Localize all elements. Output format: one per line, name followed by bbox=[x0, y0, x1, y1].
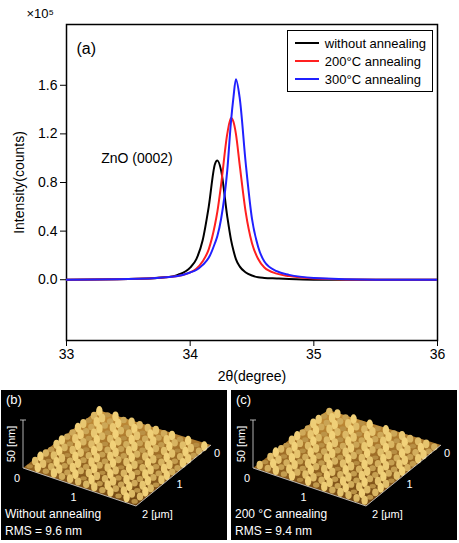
svg-text:35: 35 bbox=[306, 346, 322, 362]
svg-text:Without annealing: Without annealing bbox=[5, 507, 101, 521]
svg-text:1: 1 bbox=[300, 491, 306, 503]
svg-text:(a): (a) bbox=[77, 40, 97, 57]
html-text:200°C annealing: 200°C annealing bbox=[324, 53, 422, 69]
svg-text:ZnO (0002): ZnO (0002) bbox=[101, 150, 173, 166]
svg-text:0.8: 0.8 bbox=[38, 174, 58, 190]
svg-text:(b): (b) bbox=[6, 392, 22, 407]
svg-text:1.6: 1.6 bbox=[38, 77, 58, 93]
svg-text:Intensity(counts): Intensity(counts) bbox=[11, 131, 27, 234]
svg-text:34: 34 bbox=[182, 346, 198, 362]
svg-text:2θ(degree): 2θ(degree) bbox=[218, 368, 287, 384]
svg-text:0.0: 0.0 bbox=[38, 271, 58, 287]
svg-text:1: 1 bbox=[70, 491, 76, 503]
svg-text:50 [nm]: 50 [nm] bbox=[5, 426, 17, 463]
svg-text:33: 33 bbox=[59, 346, 75, 362]
svg-text:0: 0 bbox=[444, 447, 450, 459]
svg-text:0: 0 bbox=[14, 472, 20, 484]
svg-text:1.2: 1.2 bbox=[38, 125, 58, 141]
svg-text:1: 1 bbox=[176, 478, 182, 490]
svg-text:36: 36 bbox=[430, 346, 446, 362]
svg-text:0: 0 bbox=[244, 472, 250, 484]
svg-text:0.4: 0.4 bbox=[38, 223, 58, 239]
svg-text:50 [nm]: 50 [nm] bbox=[235, 426, 247, 463]
svg-text:1: 1 bbox=[406, 478, 412, 490]
svg-text:RMS = 9.4 nm: RMS = 9.4 nm bbox=[235, 524, 312, 538]
svg-text:×10⁵: ×10⁵ bbox=[27, 6, 54, 21]
svg-text:0: 0 bbox=[214, 447, 220, 459]
html-text:300°C annealing: 300°C annealing bbox=[324, 71, 422, 87]
svg-text:2 [μm]: 2 [μm] bbox=[372, 508, 403, 520]
svg-text:(c): (c) bbox=[236, 392, 251, 407]
svg-text:RMS = 9.6 nm: RMS = 9.6 nm bbox=[5, 524, 82, 538]
html-text:without annealing: without annealing bbox=[324, 35, 426, 51]
svg-text:2 [μm]: 2 [μm] bbox=[142, 508, 173, 520]
svg-text:200 °C annealing: 200 °C annealing bbox=[235, 507, 327, 521]
